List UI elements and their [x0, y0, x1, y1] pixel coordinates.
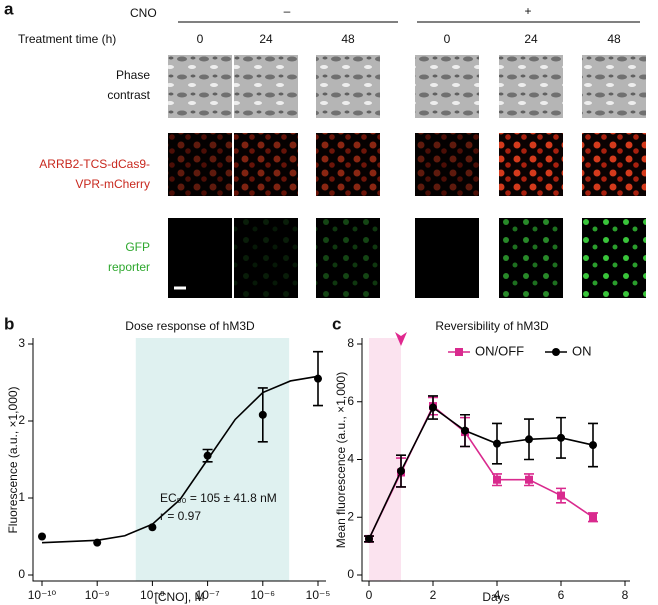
y-tick-label: 1	[18, 490, 25, 504]
x-axis-label: Days	[482, 590, 509, 604]
data-point	[203, 451, 212, 460]
arrow	[395, 332, 407, 346]
row-label: reporter	[108, 260, 150, 274]
micrograph	[234, 218, 298, 298]
micrograph	[168, 133, 232, 196]
panel-a: a CNO Treatment time (h) – + Phase contr…	[4, 0, 640, 274]
row-header: CNO	[130, 6, 157, 20]
micrograph	[499, 133, 563, 196]
micrograph	[499, 55, 563, 118]
data-point	[589, 513, 597, 522]
group-label: +	[524, 4, 531, 18]
row-label: Phase	[116, 68, 150, 82]
micrograph-bg	[415, 218, 479, 298]
row-label: VPR-mCherry	[75, 177, 150, 191]
x-tick-label: 8	[622, 588, 629, 602]
x-tick-label: 10⁻⁵	[306, 588, 331, 602]
micrograph	[168, 55, 232, 118]
chart-title: Dose response of hM3D	[125, 319, 255, 333]
col-header: Treatment time (h)	[18, 32, 116, 46]
time-label: 0	[197, 32, 204, 46]
series-line	[368, 406, 594, 540]
y-tick-label: 3	[18, 336, 25, 350]
micrograph	[316, 133, 380, 196]
series-line	[41, 375, 319, 544]
shaded-region	[369, 338, 401, 581]
row-label: GFP	[125, 240, 150, 254]
x-tick-label: 6	[558, 588, 565, 602]
data-point	[525, 475, 533, 484]
axes	[32, 338, 326, 582]
y-tick-label: 6	[347, 394, 354, 408]
x-tick-label: 10⁻⁹	[85, 588, 110, 602]
data-point	[493, 475, 501, 484]
time-label: 48	[341, 32, 355, 46]
y-axis-label: Fluorescence (a.u., ×1,000)	[6, 386, 20, 533]
legend-marker	[552, 348, 560, 356]
data-point	[148, 523, 157, 532]
data-point	[557, 491, 565, 500]
annotation: EC₅₀ = 105 ± 41.8 nM	[160, 491, 277, 505]
row-label: contrast	[107, 88, 150, 102]
micrograph	[582, 218, 646, 298]
micrograph	[316, 55, 380, 118]
data-point	[493, 439, 501, 448]
data-point	[557, 433, 565, 442]
data-point	[38, 532, 46, 541]
time-label: 48	[607, 32, 621, 46]
data-point	[397, 467, 405, 476]
data-point	[93, 538, 102, 547]
data-point	[589, 441, 597, 450]
shaded-region	[135, 338, 290, 581]
y-tick-label: 2	[347, 509, 354, 523]
panel-label: a	[4, 0, 14, 18]
y-tick-label: 4	[347, 452, 354, 466]
micrograph-bg	[168, 218, 232, 298]
time-label: 24	[259, 32, 273, 46]
x-tick-label: 0	[366, 588, 373, 602]
data-point	[525, 435, 533, 444]
data-point	[314, 374, 322, 383]
legend-marker	[455, 348, 463, 356]
micrograph	[316, 218, 380, 298]
x-tick-label: 10⁻⁶	[250, 588, 275, 602]
row-label: ARRB2-TCS-dCas9-	[39, 157, 150, 171]
time-label: 24	[524, 32, 538, 46]
group-label: –	[284, 4, 291, 18]
micrograph	[582, 133, 646, 196]
micrograph	[415, 55, 479, 118]
y-tick-label: 0	[347, 567, 354, 581]
time-label: 0	[444, 32, 451, 46]
x-axis-label: [CNO], M	[155, 590, 205, 604]
axes	[361, 338, 630, 582]
legend-label: ON	[572, 343, 592, 358]
micrograph	[499, 218, 563, 298]
x-tick-label: 2	[430, 588, 437, 602]
data-point	[429, 403, 437, 412]
y-tick-label: 8	[347, 336, 354, 350]
micrograph	[234, 55, 298, 118]
micrograph	[415, 133, 479, 196]
y-axis-label: Mean fluorescence (a.u., ×1,000)	[334, 372, 348, 548]
x-tick-label: 10⁻¹⁰	[28, 588, 57, 602]
micrograph	[582, 55, 646, 118]
x-tick-label: 10⁻⁸	[140, 588, 165, 602]
panel-label: b	[4, 314, 14, 333]
data-point	[461, 426, 469, 435]
panel-label: c	[332, 314, 341, 333]
data-point	[365, 534, 373, 543]
y-tick-label: 0	[18, 567, 25, 581]
x-tick-label: 10⁻⁷	[196, 588, 220, 602]
data-point	[258, 410, 267, 419]
legend-label: ON/OFF	[475, 343, 524, 358]
y-tick-label: 2	[18, 413, 25, 427]
chart-title: Reversibility of hM3D	[435, 319, 549, 333]
annotation: r = 0.97	[160, 509, 201, 523]
micrograph	[234, 133, 298, 196]
x-tick-label: 4	[494, 588, 501, 602]
